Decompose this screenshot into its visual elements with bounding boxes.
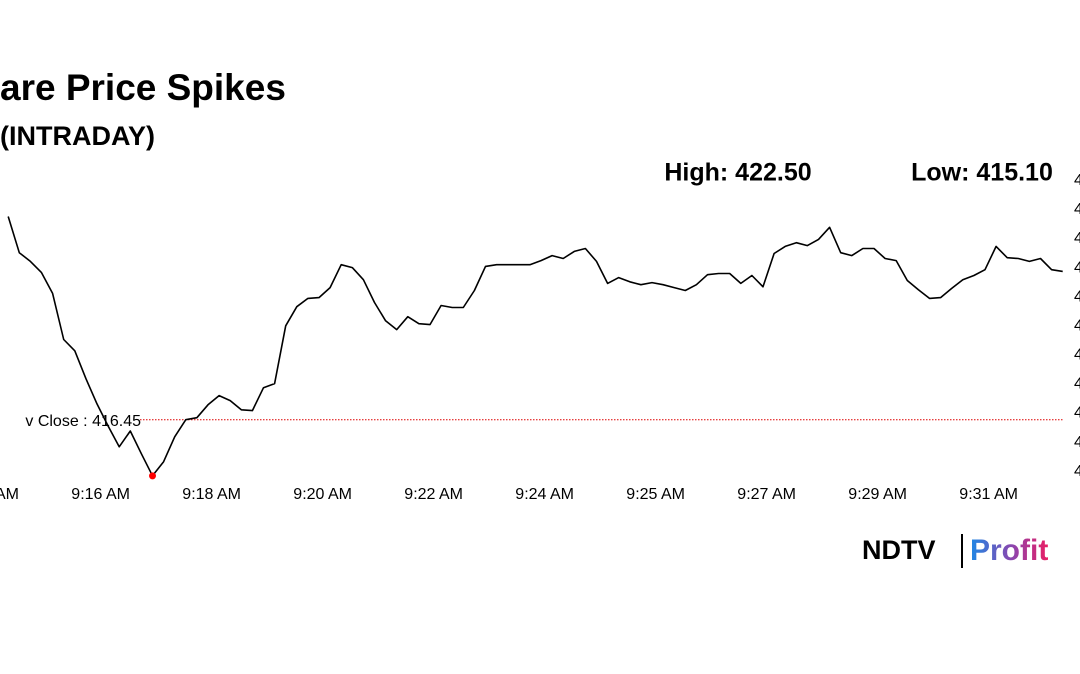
- x-tick-label: 9:25 AM: [626, 486, 685, 503]
- brand-name: NDTV: [862, 535, 936, 565]
- x-tick-label: 9:24 AM: [515, 486, 574, 503]
- chart-title: are Price Spikes: [0, 67, 286, 108]
- x-tick-label: 9:18 AM: [182, 486, 241, 503]
- y-tick-label: 4: [1074, 172, 1080, 189]
- y-tick-label: 4: [1074, 288, 1080, 305]
- y-tick-label: 4: [1074, 201, 1080, 218]
- y-tick-label: 4: [1074, 376, 1080, 393]
- x-tick-label: AM: [0, 486, 19, 503]
- y-tick-label: 4: [1074, 230, 1080, 247]
- y-tick-label: 4: [1074, 347, 1080, 364]
- y-tick-label: 4: [1074, 434, 1080, 451]
- chart-subtitle: (INTRADAY): [0, 121, 155, 151]
- price-line: [7, 216, 1063, 477]
- high-label: High: 422.50: [664, 159, 811, 187]
- y-tick-label: 4: [1074, 259, 1080, 276]
- x-tick-label: 9:27 AM: [737, 486, 796, 503]
- x-tick-label: 9:29 AM: [848, 486, 907, 503]
- x-tick-label: 9:31 AM: [959, 486, 1018, 503]
- x-tick-label: 9:16 AM: [71, 486, 130, 503]
- x-tick-label: 9:22 AM: [404, 486, 463, 503]
- y-tick-label: 4: [1074, 405, 1080, 422]
- brand-product: Profit: [970, 534, 1048, 567]
- low-marker: [149, 472, 156, 480]
- y-tick-label: 4: [1074, 317, 1080, 334]
- prev-close-label: v Close : 416.45: [25, 413, 141, 430]
- x-tick-label: 9:20 AM: [293, 486, 352, 503]
- low-label: Low: 415.10: [911, 159, 1053, 187]
- y-tick-label: 4: [1074, 463, 1080, 480]
